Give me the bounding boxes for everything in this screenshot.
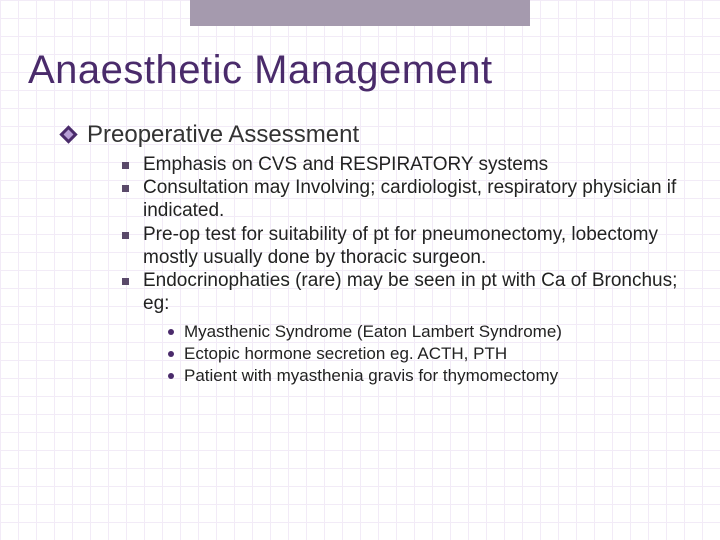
section-heading: Preoperative Assessment bbox=[87, 121, 359, 149]
sub-bullet-text: Ectopic hormone secretion eg. ACTH, PTH bbox=[184, 343, 692, 365]
bullet-list: Emphasis on CVS and RESPIRATORY systems … bbox=[122, 153, 692, 315]
diamond-bullet-icon bbox=[59, 125, 77, 143]
sub-bullet-text: Myasthenic Syndrome (Eaton Lambert Syndr… bbox=[184, 321, 692, 343]
bullet-text: Pre-op test for suitability of pt for pn… bbox=[143, 223, 692, 269]
bullet-text: Consultation may Involving; cardiologist… bbox=[143, 176, 692, 222]
square-bullet-icon bbox=[122, 232, 129, 239]
sub-bullet-text: Patient with myasthenia gravis for thymo… bbox=[184, 365, 692, 387]
list-item: Pre-op test for suitability of pt for pn… bbox=[122, 223, 692, 269]
dot-bullet-icon bbox=[168, 373, 174, 379]
dot-bullet-icon bbox=[168, 329, 174, 335]
slide-title: Anaesthetic Management bbox=[28, 48, 692, 93]
dot-bullet-icon bbox=[168, 351, 174, 357]
sub-bullet-list: Myasthenic Syndrome (Eaton Lambert Syndr… bbox=[168, 321, 692, 386]
list-item: Ectopic hormone secretion eg. ACTH, PTH bbox=[168, 343, 692, 365]
list-item: Myasthenic Syndrome (Eaton Lambert Syndr… bbox=[168, 321, 692, 343]
section-row: Preoperative Assessment bbox=[62, 121, 692, 149]
list-item: Consultation may Involving; cardiologist… bbox=[122, 176, 692, 222]
list-item: Emphasis on CVS and RESPIRATORY systems bbox=[122, 153, 692, 176]
list-item: Endocrinophaties (rare) may be seen in p… bbox=[122, 269, 692, 315]
square-bullet-icon bbox=[122, 278, 129, 285]
list-item: Patient with myasthenia gravis for thymo… bbox=[168, 365, 692, 387]
bullet-text: Endocrinophaties (rare) may be seen in p… bbox=[143, 269, 692, 315]
square-bullet-icon bbox=[122, 162, 129, 169]
bullet-text: Emphasis on CVS and RESPIRATORY systems bbox=[143, 153, 692, 176]
square-bullet-icon bbox=[122, 185, 129, 192]
